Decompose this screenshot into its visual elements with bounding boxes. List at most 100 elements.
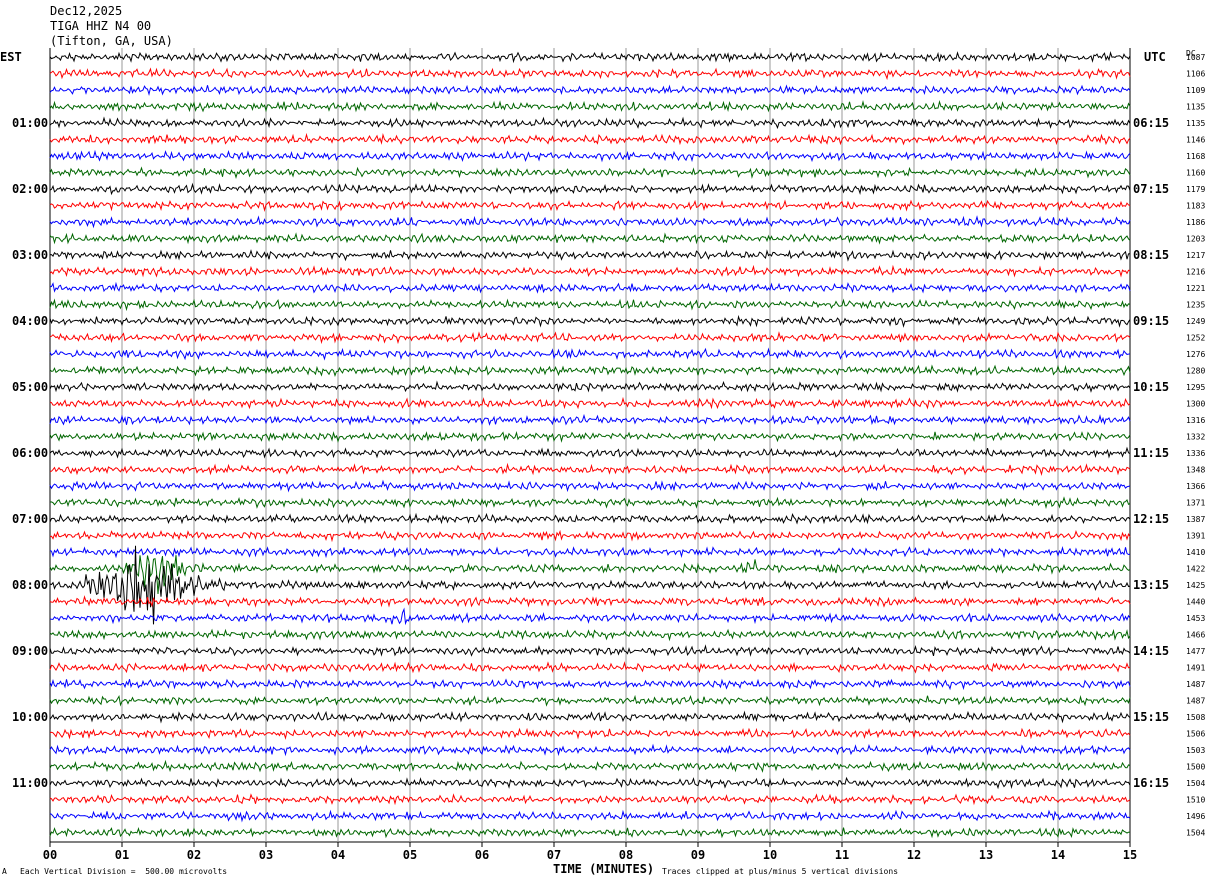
- dc-offset-label: 1491: [1186, 664, 1205, 673]
- dc-offset-label: 1216: [1186, 268, 1205, 277]
- dc-offset-label: 1203: [1186, 235, 1205, 244]
- seismic-trace: [49, 446, 1131, 459]
- dc-offset-label: 1280: [1186, 367, 1205, 376]
- dc-offset-label: 1510: [1186, 796, 1205, 805]
- seismic-trace: [49, 232, 1131, 245]
- dc-offset-label: 1410: [1186, 548, 1205, 557]
- dc-offset-label: 1504: [1186, 779, 1205, 788]
- x-tick-label: 09: [691, 848, 705, 862]
- left-hour-label: 07:00: [12, 512, 48, 526]
- seismic-trace: [49, 84, 1131, 97]
- x-tick-label: 03: [259, 848, 273, 862]
- x-tick-label: 01: [115, 848, 129, 862]
- left-hour-label: 04:00: [12, 314, 48, 328]
- dc-offset-label: 1336: [1186, 449, 1205, 458]
- right-hour-label: 16:15: [1133, 776, 1169, 790]
- dc-offset-label: 1506: [1186, 730, 1205, 739]
- x-tick-label: 06: [475, 848, 489, 862]
- seismic-trace: [49, 51, 1131, 64]
- seismic-trace: [49, 430, 1131, 443]
- dc-offset-label: 1348: [1186, 466, 1205, 475]
- dc-offset-label: 1500: [1186, 763, 1205, 772]
- x-tick-label: 08: [619, 848, 633, 862]
- seismic-trace: [49, 793, 1131, 806]
- x-tick-label: 07: [547, 848, 561, 862]
- dc-offset-label: 1252: [1186, 334, 1205, 343]
- left-hour-label: 01:00: [12, 116, 48, 130]
- dc-offset-label: 1135: [1186, 103, 1205, 112]
- seismic-trace: [49, 776, 1131, 790]
- corner-mark: A: [2, 867, 7, 876]
- seismic-trace: [49, 331, 1131, 345]
- seismic-trace: [49, 364, 1131, 377]
- left-hour-label: 06:00: [12, 446, 48, 460]
- left-hour-label: 02:00: [12, 182, 48, 196]
- dc-offset-label: 1217: [1186, 251, 1205, 260]
- seismic-trace: [49, 479, 1131, 493]
- dc-offset-label: 1276: [1186, 350, 1205, 359]
- dc-offset-label: 1466: [1186, 631, 1205, 640]
- right-hour-label: 06:15: [1133, 116, 1169, 130]
- seismic-trace: [49, 694, 1131, 707]
- seismic-trace: [49, 100, 1131, 113]
- left-hour-label: 10:00: [12, 710, 48, 724]
- seismic-trace: [49, 149, 1131, 163]
- dc-offset-label: 1422: [1186, 565, 1205, 574]
- seismic-trace: [49, 166, 1131, 180]
- seismic-trace: [49, 607, 1131, 626]
- dc-offset-label: 1221: [1186, 284, 1205, 293]
- seismic-trace: [49, 496, 1131, 510]
- seismic-trace: [49, 132, 1131, 146]
- clip-note: Traces clipped at plus/minus 5 vertical …: [662, 867, 899, 876]
- x-tick-label: 10: [763, 848, 777, 862]
- seismic-trace: [49, 413, 1131, 426]
- seismic-trace: [49, 380, 1131, 393]
- dc-offset-label: 1366: [1186, 482, 1205, 491]
- right-hour-label: 10:15: [1133, 380, 1169, 394]
- dc-column-header: DC: [1186, 49, 1196, 58]
- right-timezone-label: UTC: [1144, 50, 1166, 64]
- dc-offset-label: 1146: [1186, 136, 1205, 145]
- dc-offset-label: 1300: [1186, 400, 1205, 409]
- dc-offset-label: 1186: [1186, 218, 1205, 227]
- seismic-trace: [49, 347, 1131, 361]
- seismic-trace: [49, 314, 1131, 328]
- right-hour-label: 15:15: [1133, 710, 1169, 724]
- right-hour-label: 07:15: [1133, 182, 1169, 196]
- seismic-trace: [49, 546, 1131, 559]
- seismic-trace: [49, 249, 1131, 262]
- station-location: (Tifton, GA, USA): [50, 34, 173, 48]
- seismic-trace: [49, 827, 1131, 839]
- dc-offset-label: 1440: [1186, 598, 1205, 607]
- dc-offset-label: 1135: [1186, 119, 1205, 128]
- left-hour-label: 09:00: [12, 644, 48, 658]
- dc-offset-label: 1316: [1186, 416, 1205, 425]
- x-tick-label: 13: [979, 848, 993, 862]
- dc-offset-label: 1183: [1186, 202, 1205, 211]
- dc-offset-label: 1109: [1186, 86, 1205, 95]
- right-hour-label: 13:15: [1133, 578, 1169, 592]
- seismic-trace: [49, 116, 1131, 130]
- dc-offset-label: 1487: [1186, 680, 1205, 689]
- x-tick-label: 05: [403, 848, 417, 862]
- seismic-trace: [49, 595, 1131, 608]
- seismic-trace: [49, 545, 1131, 625]
- seismic-trace: [49, 628, 1131, 642]
- seismic-trace: [49, 281, 1131, 294]
- dc-offset-label: 1387: [1186, 515, 1205, 524]
- dc-offset-label: 1179: [1186, 185, 1205, 194]
- seismic-trace: [49, 215, 1131, 229]
- seismic-trace: [49, 710, 1131, 724]
- seismic-trace: [49, 661, 1131, 674]
- dc-offset-label: 1508: [1186, 713, 1205, 722]
- dc-offset-label: 1371: [1186, 499, 1205, 508]
- seismic-trace: [49, 555, 1131, 595]
- seismic-trace: [49, 199, 1131, 212]
- seismic-trace: [49, 512, 1131, 525]
- x-tick-label: 02: [187, 848, 201, 862]
- dc-offset-label: 1332: [1186, 433, 1205, 442]
- dc-offset-label: 1160: [1186, 169, 1205, 178]
- left-timezone-label: EST: [0, 50, 22, 64]
- right-hour-label: 11:15: [1133, 446, 1169, 460]
